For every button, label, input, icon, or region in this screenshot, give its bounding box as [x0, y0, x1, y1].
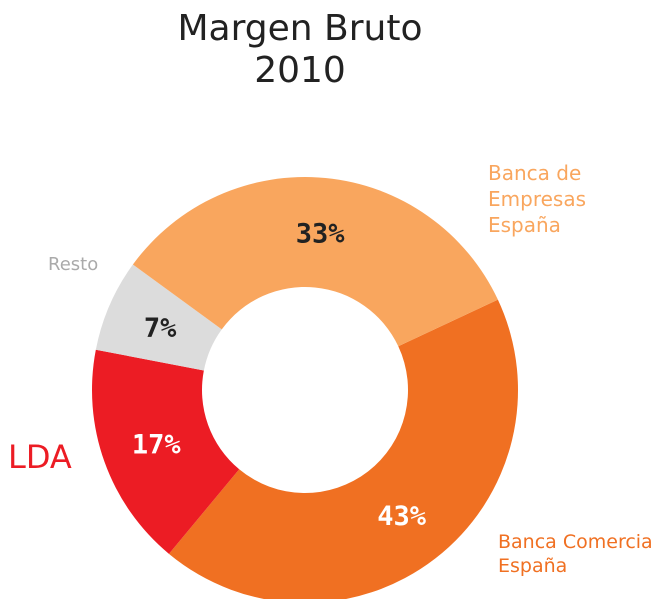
value-label: 33% — [296, 219, 346, 250]
category-label: LDA — [8, 438, 72, 476]
donut-slice — [132, 177, 498, 347]
category-label: Banca de Empresas España — [488, 161, 586, 237]
value-label: 7% — [144, 313, 177, 344]
donut-slice — [92, 349, 240, 554]
value-label: 43% — [377, 501, 427, 532]
donut-slice — [168, 299, 518, 599]
value-label: 17% — [132, 429, 182, 460]
chart-title: Margen Bruto — [177, 8, 422, 49]
category-label: Resto — [48, 254, 98, 275]
chart-subtitle: 2010 — [254, 50, 346, 91]
donut-slice — [95, 264, 222, 371]
category-label: Banca Comercial España — [498, 531, 652, 577]
